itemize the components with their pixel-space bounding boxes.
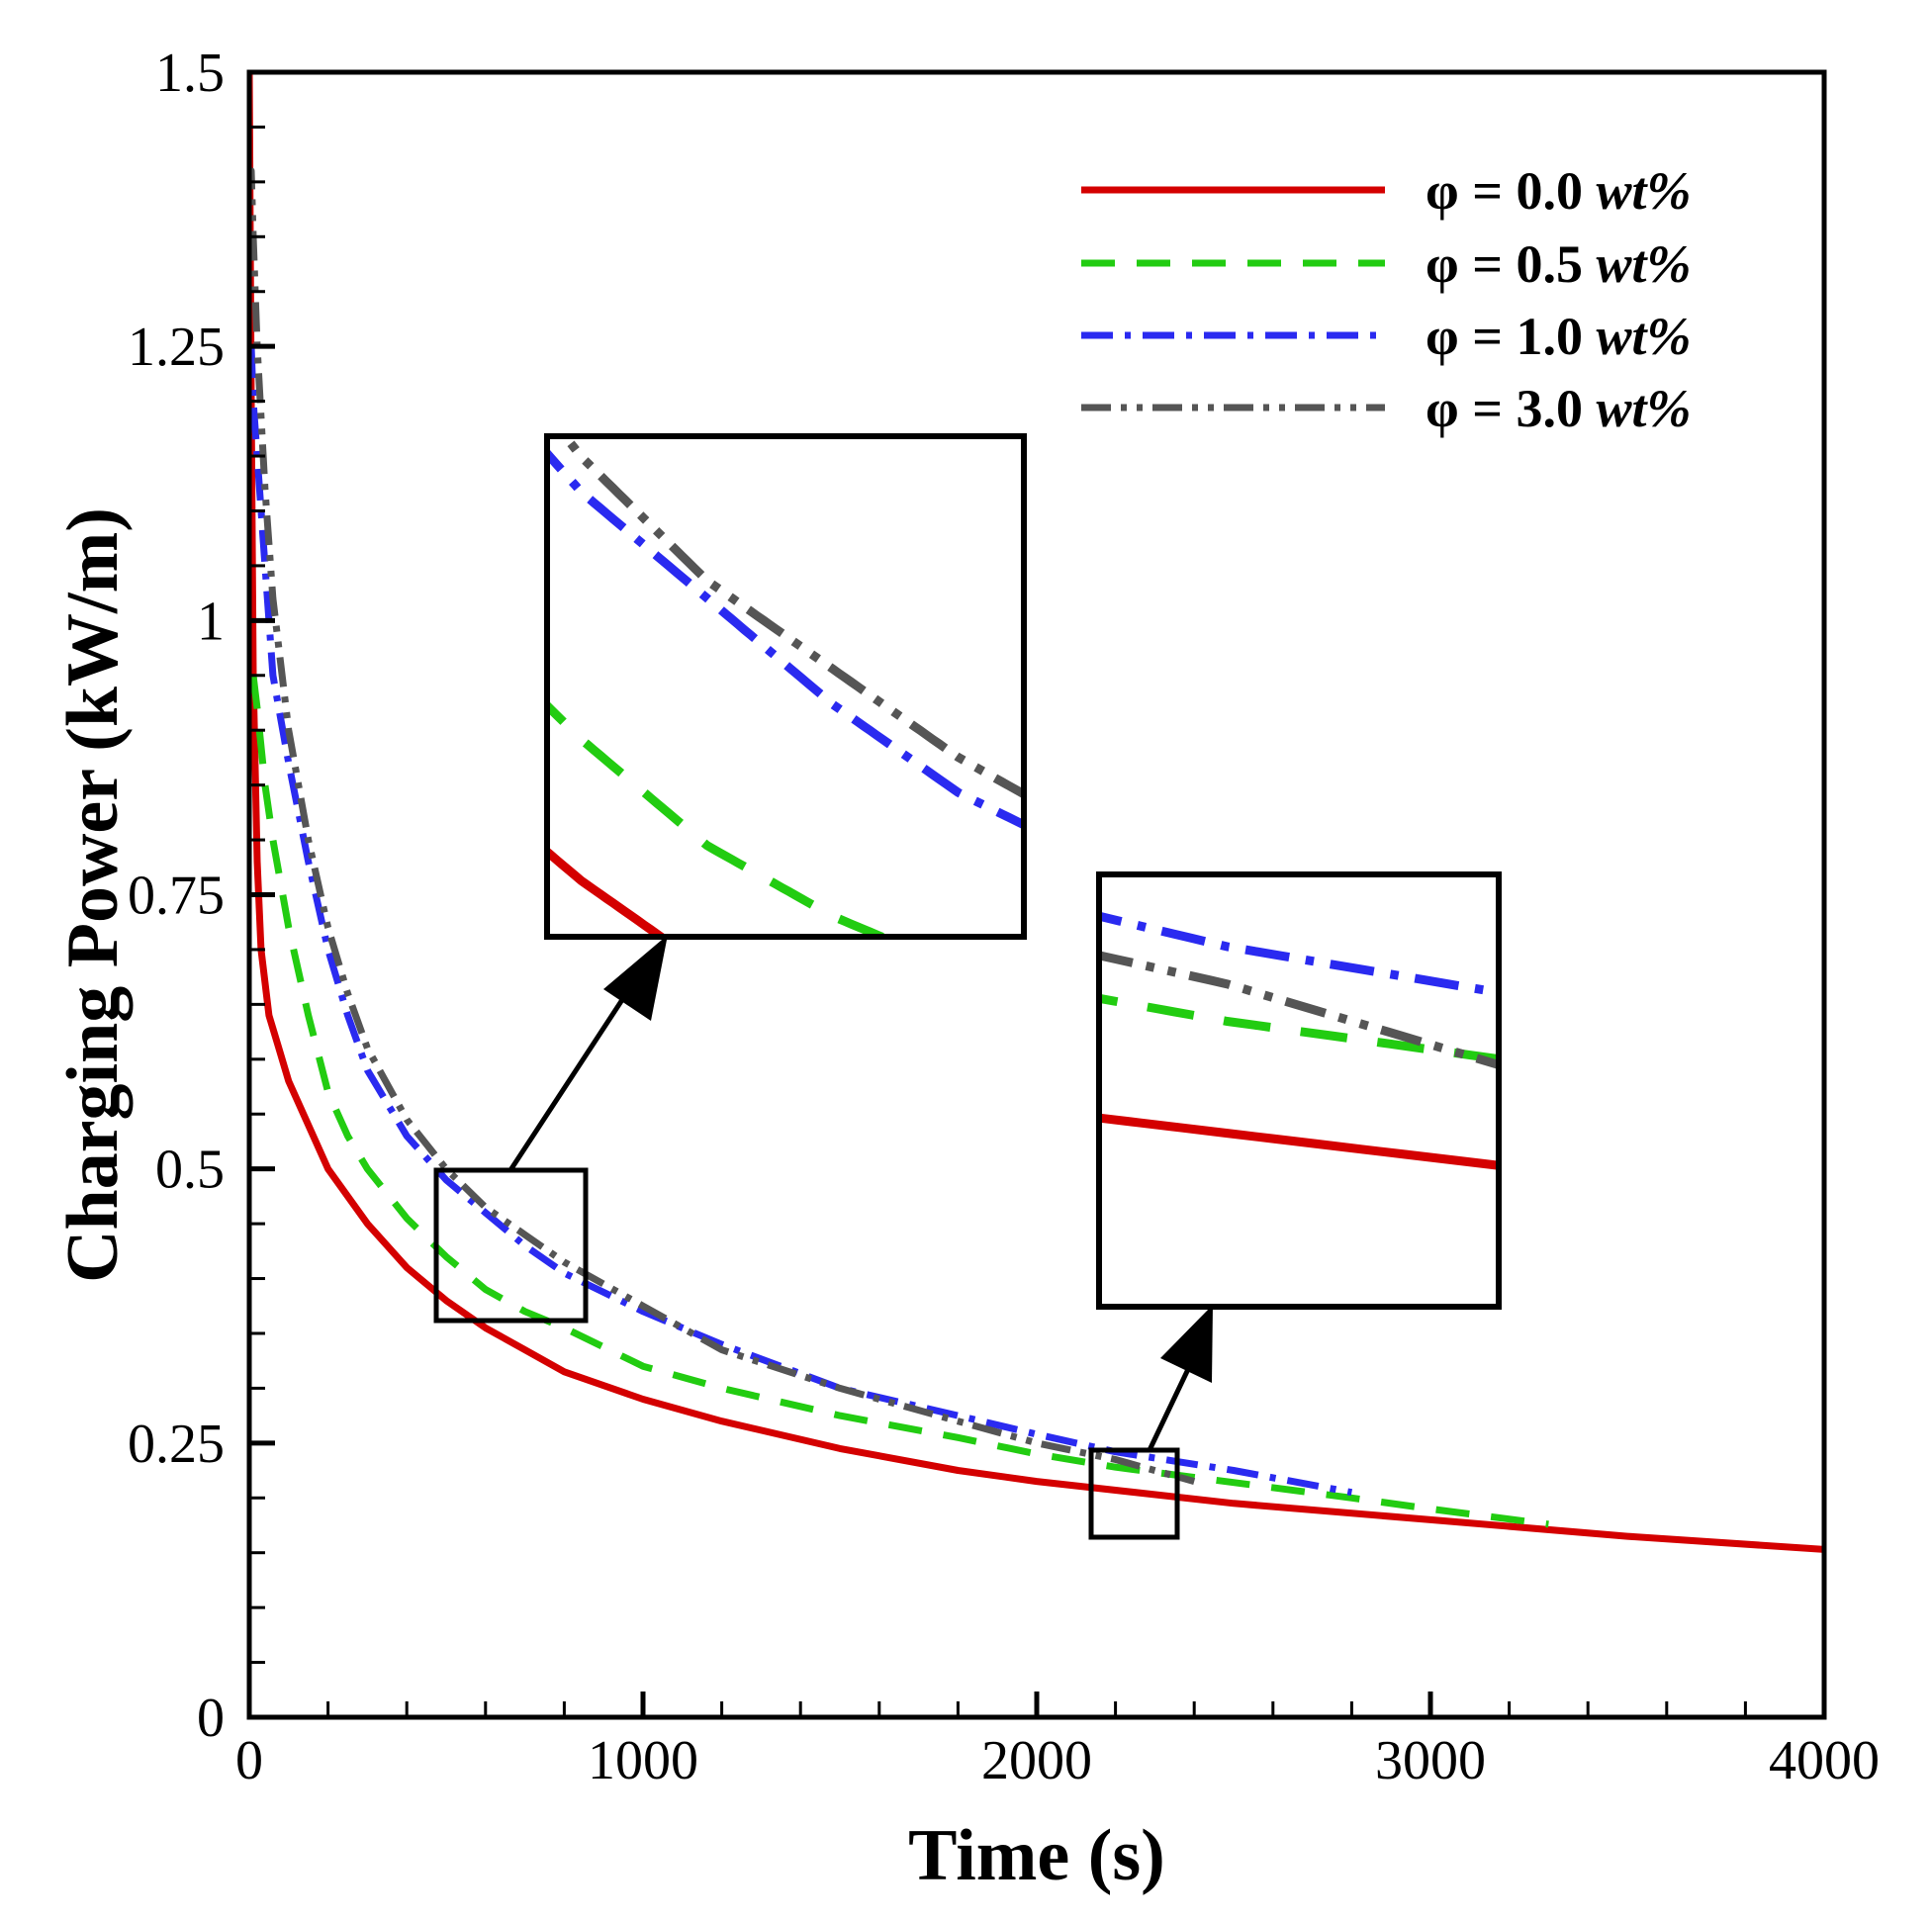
inset-series-line-1	[549, 847, 667, 935]
x-tick-label: 4000	[1769, 1730, 1880, 1791]
zoom-arrow-1	[507, 935, 668, 1172]
axis-ticks	[246, 69, 1827, 1720]
inset-series-line-1	[1101, 1113, 1497, 1170]
inset-panel-1	[544, 433, 1027, 940]
y-tick-label: 0.75	[128, 866, 225, 927]
y-tick-label: 1	[197, 591, 225, 652]
inset-series-line-4	[561, 438, 1022, 798]
inset-series-line-4	[1101, 951, 1497, 1069]
series-line-1	[249, 72, 1824, 1553]
zoom-box-2	[1088, 1447, 1180, 1540]
x-axis-title: Time (s)	[908, 1815, 1165, 1896]
series-group	[249, 72, 1824, 1553]
legend-label-3: φ = 1.0 wt%	[1426, 307, 1691, 366]
series-line-4	[249, 167, 1196, 1485]
x-tick-label: 1000	[588, 1730, 698, 1791]
y-tick-label: 1.25	[128, 317, 225, 378]
axis-tick-labels: 0 1000 2000 3000 4000 0 0.25 0.5 0.75 1 1.25 1.5	[128, 43, 1880, 1791]
inset-panel-2	[1096, 871, 1502, 1310]
x-tick-label: 2000	[981, 1730, 1092, 1791]
zoom-arrow-2	[1147, 1305, 1213, 1452]
inset-series-line-3	[549, 448, 1022, 829]
legend: φ = 0.0 wt% φ = 0.5 wt% φ = 1.0 wt% φ = 3.0…	[1081, 161, 1691, 438]
y-tick-label: 0.5	[155, 1140, 225, 1201]
legend-label-1: φ = 0.0 wt%	[1426, 161, 1691, 221]
y-axis-title: Charging Power (kW/m)	[52, 507, 134, 1283]
inset-series-line-3	[1101, 912, 1497, 997]
series-line-2	[249, 675, 1549, 1528]
series-line-3	[249, 346, 1353, 1497]
y-tick-label: 0	[197, 1688, 225, 1749]
x-tick-label: 3000	[1375, 1730, 1486, 1791]
legend-label-2: φ = 0.5 wt%	[1426, 234, 1691, 294]
x-tick-label: 0	[235, 1730, 263, 1791]
y-tick-label: 0.25	[128, 1414, 225, 1475]
legend-label-4: φ = 3.0 wt%	[1426, 379, 1691, 438]
y-tick-label: 1.5	[155, 43, 225, 104]
